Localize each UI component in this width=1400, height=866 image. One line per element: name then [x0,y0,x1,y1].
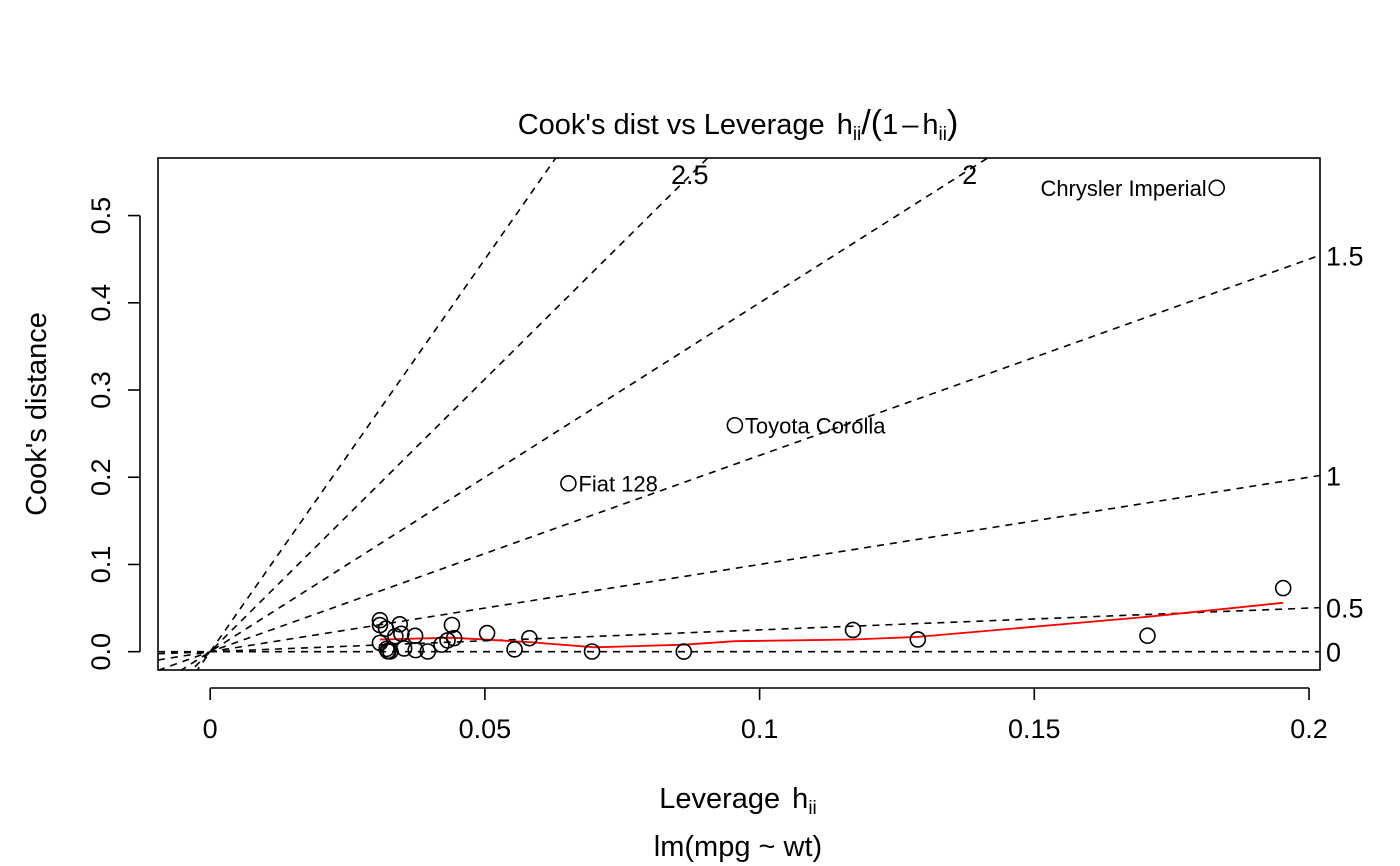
x-tick-label: 0.05 [459,714,512,744]
data-point [443,616,461,634]
data-point [506,641,523,658]
y-tick-label: 0.0 [86,633,116,671]
data-point [521,629,538,647]
contour-line-3 [158,254,1320,670]
plot-frame [157,157,1321,671]
contour-line-1 [158,606,1320,655]
title-one: 1 [882,109,898,141]
contour-label-3: 1.5 [1326,241,1364,271]
xlabel-sub: ii [808,798,816,819]
data-point [909,631,927,648]
data-point [406,627,424,645]
title-h-1: h [837,109,853,141]
data-point [371,611,389,629]
x-tick-label: 0.2 [1290,714,1328,744]
data-point [419,643,437,660]
smoother-layer [379,601,1284,649]
xlabel-main: Leverage [659,783,780,815]
y-tick-label: 0.4 [86,284,116,322]
contour-labels: 0 0.5 1 1.5 2 2.5 [671,160,1364,668]
data-point [1274,579,1292,597]
contour-line-2 [158,474,1320,661]
data-point [675,643,693,660]
data-point [407,641,424,659]
model-subtitle: lm(mpg ~ wt) [654,831,822,863]
cooks-contour-lines [158,158,1320,670]
title-sub-1: ii [853,124,861,145]
data-point [445,629,463,647]
data-point [560,475,577,492]
contour-label-4: 2 [962,160,977,190]
smoother-line [379,601,1284,649]
contour-label-5: 2.5 [671,160,709,190]
data-point [1139,627,1156,645]
data-point [478,624,496,642]
y-axis: 0.0 0.1 0.2 0.3 0.4 0.5 [86,197,141,671]
contour-line-5 [190,158,709,670]
point-labels: Toyota Corolla Chrysler Imperial Fiat 128 [578,176,1206,497]
data-points [371,179,1292,660]
title-h-2: h [922,109,938,141]
contour-line-4 [179,158,990,670]
contour-label-2: 1 [1326,461,1341,491]
title-sub-2: ii [938,124,946,145]
data-point [391,615,409,633]
data-point [583,643,601,660]
title-main: Cook's dist vs Leverage [518,109,825,141]
point-label: Fiat 128 [578,471,658,496]
data-point [1208,179,1226,197]
chart-title: Cook's dist vs Leverage hii/(1– hii) [518,104,959,145]
point-label: Chrysler Imperial [1040,176,1206,201]
data-point [395,640,413,657]
y-tick-label: 0.1 [86,546,116,584]
y-axis-label: Cook's distance [21,312,53,516]
xlabel-h: h [792,783,808,815]
x-axis-label: Leverage hii [659,783,817,819]
contour-label-1: 0.5 [1326,594,1364,624]
x-tick-label: 0.15 [1008,714,1061,744]
y-tick-label: 0.2 [86,458,116,496]
x-tick-label: 0 [203,714,218,744]
point-label: Toyota Corolla [745,413,886,438]
contour-label-0: 0 [1326,638,1341,668]
x-tick-label: 0.1 [741,714,779,744]
y-tick-label: 0.3 [86,371,116,409]
x-axis: 0 0.05 0.1 0.15 0.2 [203,687,1328,744]
title-minus: – [902,109,919,141]
y-tick-label: 0.5 [86,197,116,235]
data-point [439,632,456,649]
data-point [726,416,744,434]
data-point [844,621,862,639]
